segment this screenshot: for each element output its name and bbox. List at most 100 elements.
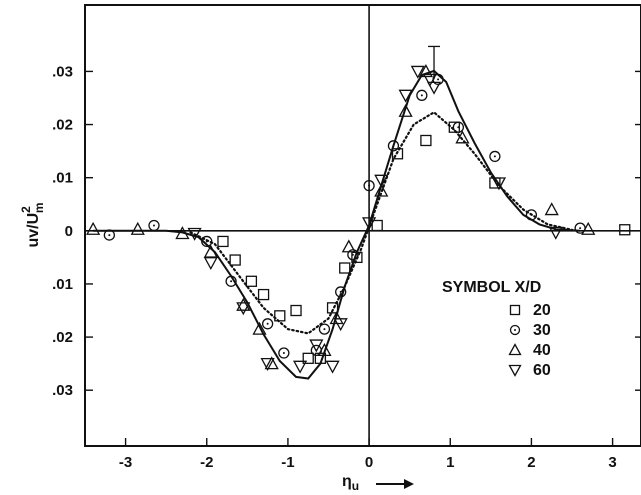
- data-point-triangle-down: [374, 174, 389, 188]
- legend-marker-square: [509, 304, 521, 316]
- data-point-triangle-up: [130, 221, 145, 235]
- data-point-circle: [416, 89, 428, 101]
- data-point-circle-ring: [335, 286, 347, 298]
- data-point-circle-dot: [530, 213, 533, 216]
- data-point-circle-dot: [457, 126, 460, 129]
- data-point-circle: [489, 150, 501, 163]
- data-point-circle: [387, 140, 400, 152]
- data-point-circle-ring: [225, 275, 237, 287]
- x-axis-label: ηu: [342, 473, 414, 493]
- data-point-circle-ring: [452, 121, 465, 133]
- data-point-circle-dot: [205, 240, 208, 243]
- y-axis-label-sub: m: [32, 202, 46, 213]
- y-axis-label-main: uv/U: [25, 213, 42, 248]
- legend-label: 30: [533, 322, 551, 339]
- x-axis-arrow-head: [404, 479, 414, 489]
- data-point-square: [302, 352, 314, 364]
- x-tick-label: 3: [608, 454, 616, 471]
- x-axis-label-eta: η: [342, 473, 352, 490]
- legend-label: 60: [533, 362, 551, 379]
- y-tick-label: .01: [52, 276, 73, 293]
- data-point-square: [229, 254, 241, 266]
- x-tick-label: 0: [365, 454, 373, 471]
- data-point-triangle-down: [203, 257, 218, 271]
- data-point-triangle-up: [544, 202, 559, 216]
- data-point-circle-ring: [347, 249, 359, 261]
- data-point-circle-dot: [420, 94, 423, 97]
- legend-label: 20: [533, 302, 551, 319]
- data-point-circle-ring: [416, 89, 428, 101]
- data-markers: [86, 64, 631, 374]
- data-point-square: [326, 302, 339, 314]
- x-axis-label-main: ηu: [342, 473, 359, 493]
- data-point-circle-dot: [368, 184, 371, 187]
- data-point-triangle-down: [491, 177, 507, 191]
- data-point-circle-ring: [363, 180, 375, 192]
- data-point-circle-ring: [387, 140, 400, 152]
- data-point-triangle-up: [374, 183, 389, 197]
- data-point-triangle-up: [175, 226, 190, 240]
- data-point-square: [339, 262, 351, 274]
- data-point-triangle-up: [418, 64, 434, 78]
- data-point-triangle-up: [398, 103, 413, 117]
- data-point-circle-ring: [489, 150, 501, 163]
- data-point-triangle-up: [455, 130, 470, 144]
- data-point-triangle-down: [292, 360, 308, 374]
- data-point-square: [257, 288, 270, 301]
- y-tick-label: .01: [52, 170, 73, 187]
- zero-axes: [85, 5, 641, 446]
- data-point-square: [274, 310, 286, 322]
- y-axis-label-sup: 2: [19, 206, 33, 213]
- legend-title: SYMBOL X/D: [442, 279, 541, 296]
- data-point-circle-ring: [278, 347, 290, 359]
- data-point-circle: [148, 219, 160, 232]
- data-point-circle-dot: [392, 144, 395, 147]
- legend-marker-triangle-up: [508, 343, 522, 356]
- data-point-triangle-up: [581, 221, 596, 235]
- data-point-circle-dot: [230, 280, 233, 283]
- error-bar: [428, 45, 441, 80]
- data-point-circle-ring: [261, 318, 274, 330]
- data-point-square: [371, 219, 383, 232]
- data-point-triangle-down: [187, 227, 202, 241]
- data-point-circle-dot: [437, 78, 440, 81]
- data-point-triangle-down: [361, 217, 377, 231]
- data-point-circle: [525, 209, 538, 221]
- data-point-square: [619, 224, 631, 236]
- data-point-circle-dot: [108, 234, 111, 237]
- y-tick-label: .03: [52, 382, 73, 399]
- data-point-circle-ring: [201, 235, 213, 248]
- data-point-triangle-up: [264, 356, 279, 370]
- x-axis-label-sub: u: [352, 479, 359, 493]
- y-tick-label: .03: [52, 63, 73, 80]
- y-tick-label: .02: [52, 329, 73, 346]
- data-point-triangle-down: [426, 81, 442, 95]
- legend-marker-circle: [509, 324, 521, 336]
- data-point-square: [217, 235, 229, 248]
- data-point-triangle-down: [236, 302, 251, 316]
- data-point-triangle-down: [422, 73, 438, 87]
- y-tick-label: .02: [52, 117, 73, 134]
- data-point-triangle-down: [333, 318, 348, 332]
- data-point-circle-dot: [266, 322, 269, 325]
- data-point-circle-dot: [493, 155, 496, 158]
- data-point-circle: [201, 235, 213, 248]
- x-tick-label: 2: [527, 454, 535, 471]
- fitted-curves: [93, 69, 581, 380]
- data-point-circle-dot: [282, 352, 285, 355]
- data-point-circle: [103, 229, 116, 241]
- data-point-triangle-up: [252, 321, 267, 335]
- data-point-circle: [318, 323, 331, 335]
- data-point-triangle-down: [548, 226, 563, 240]
- data-point-circle-ring: [103, 229, 116, 241]
- data-point-square: [290, 304, 302, 317]
- solid-curve: [93, 69, 581, 380]
- data-point-circle: [363, 180, 375, 192]
- legend: SYMBOL X/D 20 30 40 60: [442, 279, 551, 379]
- data-point-triangle-up: [341, 239, 356, 253]
- data-point-circle: [261, 318, 274, 330]
- data-point-triangle-down: [325, 360, 340, 374]
- data-point-triangle-up: [236, 297, 251, 311]
- data-point-circle-ring: [318, 323, 331, 335]
